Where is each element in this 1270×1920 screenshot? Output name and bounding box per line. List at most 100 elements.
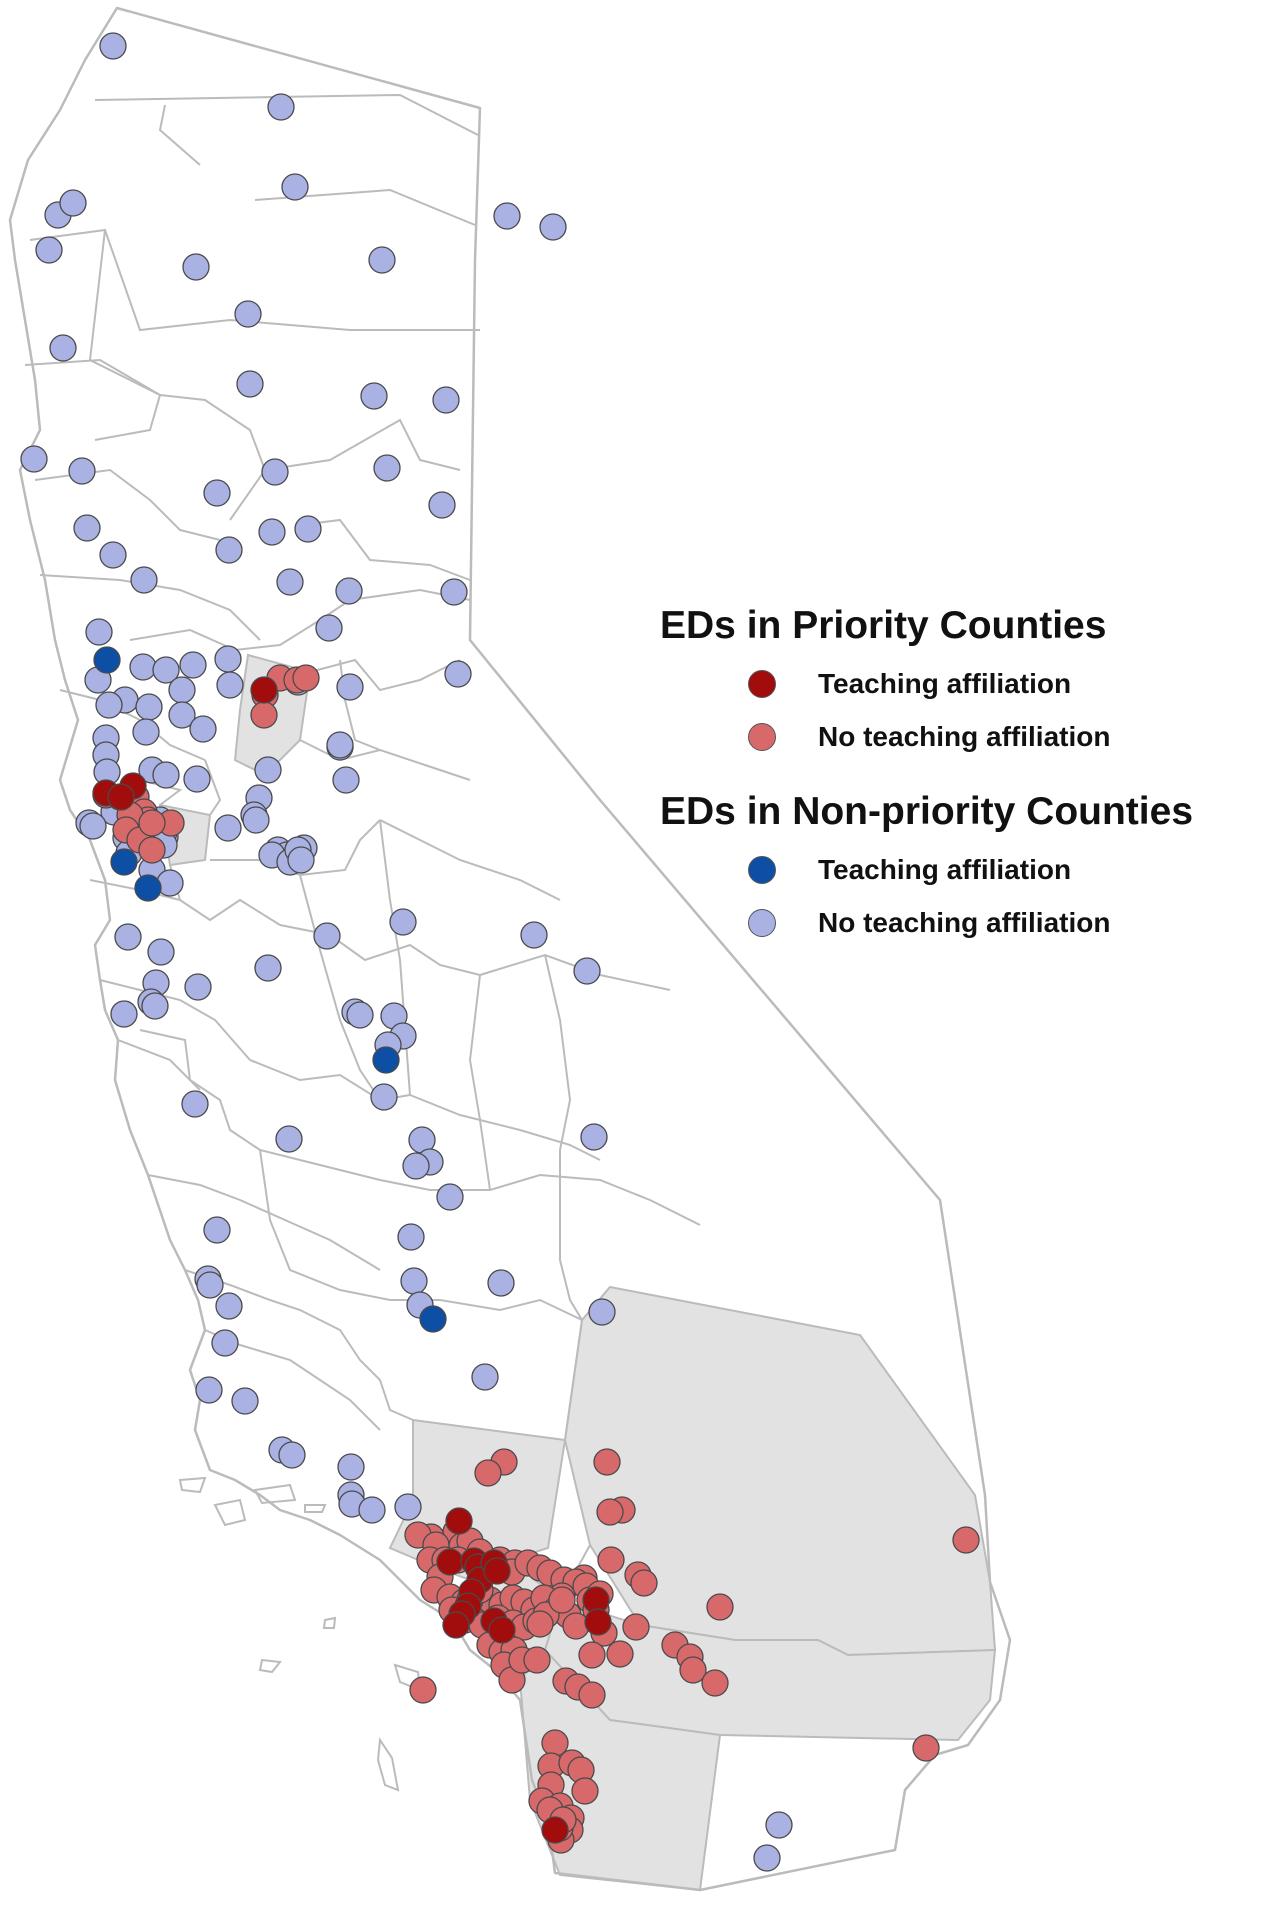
ed-nonpriority-no-teaching-marker	[254, 756, 282, 784]
ed-nonpriority-no-teaching-marker	[493, 202, 521, 230]
ed-nonpriority-no-teaching-marker	[68, 457, 96, 485]
ed-nonpriority-no-teaching-marker	[95, 691, 123, 719]
ed-nonpriority-no-teaching-marker	[394, 1493, 422, 1521]
ed-priority-no-teaching-marker	[630, 1569, 658, 1597]
ed-nonpriority-no-teaching-marker	[184, 973, 212, 1001]
ed-nonpriority-no-teaching-marker	[278, 1441, 306, 1469]
ed-nonpriority-no-teaching-marker	[436, 1183, 464, 1211]
ed-nonpriority-no-teaching-marker	[588, 1298, 616, 1326]
ed-priority-no-teaching-marker	[679, 1656, 707, 1684]
ed-nonpriority-no-teaching-marker	[765, 1811, 793, 1839]
ed-nonpriority-no-teaching-marker	[471, 1363, 499, 1391]
ed-nonpriority-no-teaching-marker	[141, 992, 169, 1020]
ed-priority-no-teaching-marker	[606, 1640, 634, 1668]
ed-priority-no-teaching-marker	[523, 1646, 551, 1674]
ed-nonpriority-no-teaching-marker	[275, 1125, 303, 1153]
ed-nonpriority-no-teaching-marker	[335, 577, 363, 605]
ed-priority-no-teaching-marker	[474, 1459, 502, 1487]
map-legend: EDs in Priority Counties Teaching affili…	[660, 595, 1260, 967]
ed-priority-no-teaching-marker	[138, 809, 166, 837]
island-santa-rosa	[213, 1498, 247, 1527]
island-san-clemente	[376, 1737, 400, 1792]
channel-islands	[178, 1476, 422, 1792]
ed-nonpriority-no-teaching-marker	[400, 1267, 428, 1295]
ed-nonpriority-no-teaching-marker	[129, 653, 157, 681]
ed-nonpriority-no-teaching-marker	[110, 1000, 138, 1028]
ed-nonpriority-no-teaching-marker	[114, 923, 142, 951]
county-san-bernardino	[563, 1285, 997, 1657]
ed-nonpriority-teaching-marker	[134, 874, 162, 902]
ed-nonpriority-no-teaching-marker	[539, 213, 567, 241]
ed-nonpriority-no-teaching-marker	[287, 846, 315, 874]
ed-nonpriority-no-teaching-marker	[358, 1496, 386, 1524]
ed-nonpriority-no-teaching-marker	[370, 1083, 398, 1111]
ed-priority-no-teaching-marker	[526, 1610, 554, 1638]
legend-nonpriority-title: EDs in Non-priority Counties	[660, 790, 1194, 833]
ed-nonpriority-no-teaching-marker	[231, 1387, 259, 1415]
ed-nonpriority-no-teaching-marker	[428, 491, 456, 519]
state-outline	[8, 6, 1012, 1892]
ed-nonpriority-no-teaching-marker	[203, 1216, 231, 1244]
ed-nonpriority-no-teaching-marker	[79, 812, 107, 840]
ed-nonpriority-no-teaching-marker	[99, 32, 127, 60]
ed-nonpriority-no-teaching-marker	[236, 370, 264, 398]
ed-nonpriority-no-teaching-marker	[444, 660, 472, 688]
legend-label: Teaching affiliation	[818, 853, 1072, 885]
ed-nonpriority-no-teaching-marker	[254, 954, 282, 982]
ed-nonpriority-no-teaching-marker	[214, 814, 242, 842]
ed-priority-no-teaching-marker	[597, 1546, 625, 1574]
ed-priority-no-teaching-marker	[578, 1681, 606, 1709]
ed-priority-no-teaching-marker	[706, 1593, 734, 1621]
ed-priority-teaching-marker	[442, 1611, 470, 1639]
ed-priority-no-teaching-marker	[596, 1498, 624, 1526]
ed-nonpriority-no-teaching-marker	[336, 673, 364, 701]
ed-nonpriority-no-teaching-marker	[181, 1090, 209, 1118]
ed-nonpriority-no-teaching-marker	[432, 386, 460, 414]
ed-nonpriority-no-teaching-marker	[215, 1292, 243, 1320]
ed-nonpriority-no-teaching-marker	[313, 922, 341, 950]
ed-priority-no-teaching-marker	[571, 1777, 599, 1805]
ed-nonpriority-no-teaching-marker	[152, 761, 180, 789]
ed-priority-no-teaching-marker	[622, 1613, 650, 1641]
ed-nonpriority-no-teaching-marker	[360, 382, 388, 410]
ed-nonpriority-no-teaching-marker	[753, 1844, 781, 1872]
ed-nonpriority-teaching-marker	[93, 646, 121, 674]
legend-item-priority-no-teaching: No teaching affiliation	[660, 710, 1260, 763]
legend-priority-title: EDs in Priority Counties	[660, 604, 1107, 647]
ed-nonpriority-no-teaching-marker	[487, 1269, 515, 1297]
ed-priority-teaching-marker	[584, 1608, 612, 1636]
ed-nonpriority-no-teaching-marker	[332, 766, 360, 794]
ed-nonpriority-no-teaching-marker	[135, 693, 163, 721]
ed-nonpriority-no-teaching-marker	[389, 908, 417, 936]
ed-nonpriority-no-teaching-marker	[234, 300, 262, 328]
priority-teaching-dots	[92, 676, 612, 1844]
ed-nonpriority-no-teaching-marker	[203, 479, 231, 507]
ed-nonpriority-teaching-marker	[372, 1046, 400, 1074]
island-san-nicolas	[258, 1658, 282, 1674]
ed-nonpriority-no-teaching-marker	[261, 458, 289, 486]
legend-item-priority-teaching: Teaching affiliation	[660, 657, 1260, 710]
ed-nonpriority-no-teaching-marker	[281, 173, 309, 201]
ed-nonpriority-no-teaching-marker	[267, 93, 295, 121]
legend-label: Teaching affiliation	[818, 667, 1072, 699]
ed-nonpriority-teaching-marker	[419, 1305, 447, 1333]
ed-priority-no-teaching-marker	[578, 1641, 606, 1669]
legend-item-nonpriority-teaching: Teaching affiliation	[660, 843, 1260, 896]
ed-priority-teaching-marker	[436, 1548, 464, 1576]
ed-priority-no-teaching-marker	[409, 1676, 437, 1704]
ed-priority-teaching-marker	[541, 1816, 569, 1844]
legend-label: No teaching affiliation	[818, 906, 1111, 938]
legend-item-nonpriority-no-teaching: No teaching affiliation	[660, 896, 1260, 949]
ed-nonpriority-no-teaching-marker	[326, 731, 354, 759]
ed-nonpriority-no-teaching-marker	[130, 566, 158, 594]
ed-priority-no-teaching-marker	[952, 1526, 980, 1554]
ed-nonpriority-no-teaching-marker	[315, 614, 343, 642]
ed-nonpriority-no-teaching-marker	[99, 541, 127, 569]
legend-priority-group: EDs in Priority Counties Teaching affili…	[660, 595, 1260, 763]
ed-nonpriority-no-teaching-marker	[59, 189, 87, 217]
ed-priority-no-teaching-marker	[138, 836, 166, 864]
ed-nonpriority-no-teaching-marker	[196, 1271, 224, 1299]
island-anacapa	[304, 1504, 327, 1513]
ed-priority-no-teaching-marker	[912, 1734, 940, 1762]
